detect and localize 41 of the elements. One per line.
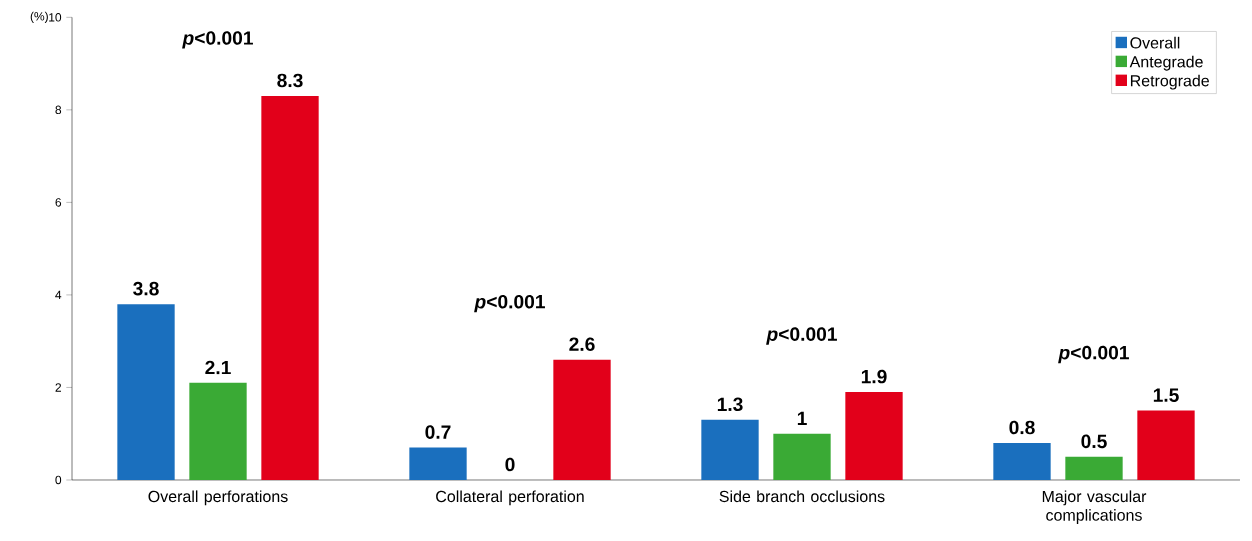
bar [261, 95, 319, 480]
legend-label: Overall [1130, 36, 1180, 49]
legend-label: Retrograde [1130, 74, 1209, 90]
x-tick-label: Side branch occlusions [719, 490, 885, 503]
bar [1137, 410, 1195, 480]
annotation: p<0.001 [1058, 345, 1129, 364]
bar [993, 442, 1051, 480]
bar [773, 433, 831, 480]
x-tick-label: Overall perforations [148, 490, 288, 506]
legend-label: Antegrade [1129, 55, 1203, 71]
annotation: p<0.001 [766, 327, 837, 345]
bar [409, 447, 467, 480]
data-label: 2.6 [569, 337, 595, 351]
data-label: 2.1 [205, 360, 231, 375]
annotation: p<0.001 [182, 31, 253, 49]
data-label: 1.3 [717, 397, 743, 412]
data-label: 0.5 [1081, 434, 1107, 449]
data-label: 1.9 [861, 369, 887, 384]
y-tick-label: 0 [55, 475, 62, 485]
data-label: 1.5 [1153, 388, 1179, 402]
data-label: 0.7 [425, 425, 451, 439]
y-tick-label: 2 [55, 383, 61, 392]
bar [845, 392, 903, 480]
annotation: p<0.001 [474, 294, 545, 313]
y-tick-label: 8 [55, 105, 62, 115]
y-tick-label: 6 [55, 198, 62, 207]
y-tick-label: 4 [55, 290, 62, 300]
bar [701, 419, 759, 480]
bar [189, 382, 247, 480]
bar [117, 304, 175, 480]
x-tick-label: Collateral perforation [436, 490, 584, 506]
data-label: 0 [505, 457, 515, 472]
data-label: 0.8 [1009, 420, 1035, 435]
x-tick-label: Major vascular complications [1042, 490, 1147, 524]
data-label: 8.3 [277, 73, 303, 88]
data-label: 1 [797, 411, 807, 426]
y-tick-label: 10 [49, 13, 62, 22]
bar [553, 359, 611, 480]
data-label: 3.8 [133, 281, 159, 296]
bar [1065, 456, 1123, 480]
y-axis-title: (%) [30, 11, 48, 23]
